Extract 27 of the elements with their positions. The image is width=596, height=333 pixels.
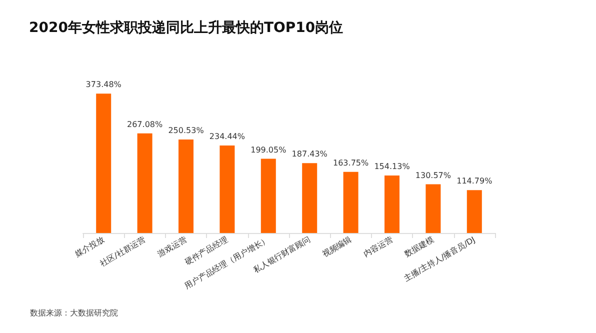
data-label: 154.13%	[374, 162, 410, 172]
bar	[137, 133, 152, 233]
data-label: 163.75%	[333, 158, 369, 168]
bar	[343, 172, 358, 233]
source-note: 数据来源：大数据研究院	[30, 308, 118, 318]
x-tick-label: 视频编辑	[320, 235, 354, 259]
x-tick-label: 媒介投放	[74, 235, 106, 259]
bar	[384, 176, 400, 233]
data-label: 267.08%	[127, 120, 163, 129]
data-label: 187.43%	[292, 150, 328, 159]
bar	[426, 184, 441, 233]
bar	[178, 140, 194, 233]
data-label: 114.79%	[456, 176, 493, 186]
chart-title: 2020年女性求职投递同比上升最快的TOP10岗位	[29, 19, 344, 36]
bar	[260, 158, 276, 233]
x-tick-label: 数据建模	[403, 235, 436, 259]
bar	[466, 190, 482, 233]
bar	[96, 94, 112, 233]
x-tick-label: 游戏运营	[156, 235, 188, 259]
data-label: 250.53%	[168, 126, 204, 136]
data-label: 130.57%	[415, 170, 452, 180]
x-tick-label: 内容运营	[362, 235, 394, 259]
bar	[220, 146, 235, 233]
data-label: 373.48%	[86, 80, 122, 90]
data-label: 199.05%	[250, 145, 287, 154]
data-label: 234.44%	[209, 132, 246, 142]
bar	[302, 163, 318, 233]
